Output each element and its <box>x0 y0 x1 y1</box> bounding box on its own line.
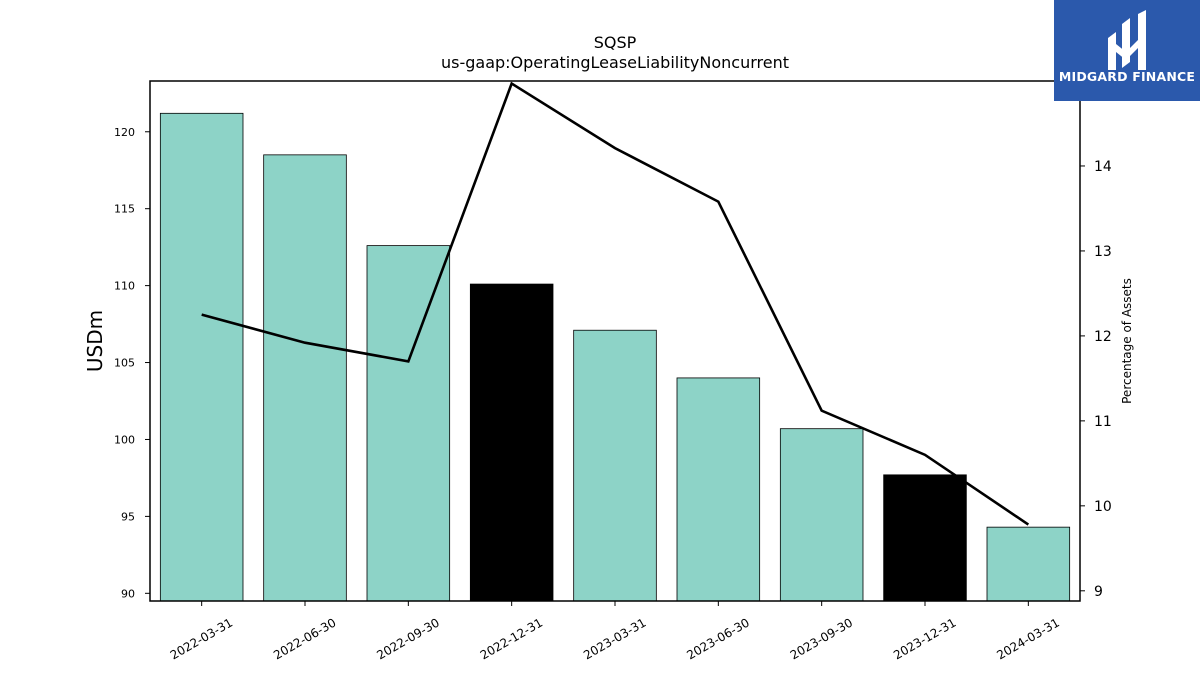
y-tick-label: 95 <box>121 510 135 523</box>
left-axis: 90 95 100 105 110 115 120 <box>114 126 150 600</box>
y-tick-label: 115 <box>114 203 135 216</box>
percentage-line <box>201 81 1030 526</box>
y2-tick-label: 14 <box>1094 159 1112 175</box>
bar-2024-03-31 <box>986 526 1071 602</box>
x-tick-label: 2024-03-31 <box>994 615 1061 662</box>
y2-tick-label: 10 <box>1094 499 1112 515</box>
x-tick-label: 2023-09-30 <box>788 615 855 662</box>
bar-2022-03-31 <box>159 112 244 602</box>
y-tick-label: 100 <box>114 433 135 446</box>
right-axis: 9 10 11 12 13 14 <box>1080 159 1112 600</box>
bar-2023-09-30 <box>779 428 864 602</box>
x-tick-label: 2022-12-31 <box>478 615 545 662</box>
y2-tick-label: 11 <box>1094 414 1112 430</box>
y-tick-label: 105 <box>114 357 135 370</box>
y2-tick-label: 9 <box>1094 584 1103 600</box>
midgard-m-icon <box>1108 10 1146 70</box>
bar-2023-06-30 <box>676 377 761 602</box>
line-layer <box>201 81 1030 526</box>
bars-layer <box>159 112 1071 602</box>
bar-2022-12-31 <box>469 283 554 602</box>
bar-2022-06-30 <box>263 154 347 602</box>
y-tick-label: 120 <box>114 126 135 139</box>
brand-logo: MIDGARD FINANCE <box>1054 0 1200 101</box>
chart-subtitle: us-gaap:OperatingLeaseLiabilityNoncurren… <box>441 53 789 72</box>
x-tick-label: 2023-12-31 <box>891 615 958 662</box>
x-tick-label: 2023-03-31 <box>581 615 648 662</box>
y-axis-label: USDm <box>83 310 107 372</box>
y-tick-label: 90 <box>121 587 135 600</box>
y2-tick-label: 12 <box>1094 329 1112 345</box>
x-tick-label: 2022-06-30 <box>271 615 338 662</box>
bar-2022-09-30 <box>366 245 451 602</box>
y-tick-label: 110 <box>114 280 135 293</box>
x-tick-label: 2022-09-30 <box>374 615 441 662</box>
y2-tick-label: 13 <box>1094 244 1112 260</box>
x-tick-label: 2023-06-30 <box>684 615 751 662</box>
bar-2023-12-31 <box>883 474 967 602</box>
x-axis: 2022-03-31 2022-06-30 2022-09-30 2022-12-31… <box>168 601 1062 662</box>
brand-name: MIDGARD FINANCE <box>1058 69 1196 84</box>
bar-2023-03-31 <box>573 329 657 602</box>
chart-title: SQSP <box>594 33 637 52</box>
y2-axis-label: Percentage of Assets <box>1120 278 1134 404</box>
x-tick-label: 2022-03-31 <box>168 615 235 662</box>
